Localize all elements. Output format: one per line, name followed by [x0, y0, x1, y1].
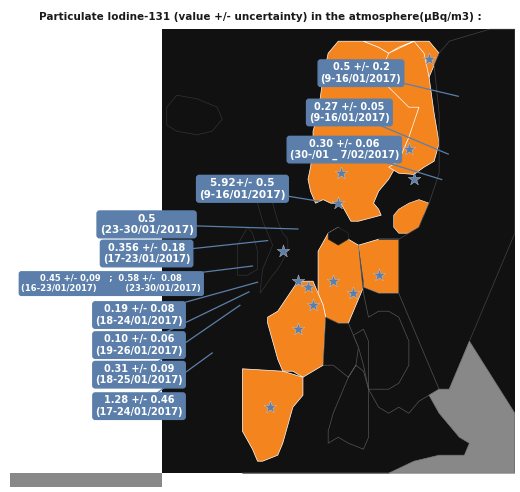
- Text: 1.28 +/- 0.46
(17-24/01/2017): 1.28 +/- 0.46 (17-24/01/2017): [95, 396, 183, 417]
- Point: [309, 301, 317, 309]
- Polygon shape: [328, 227, 348, 245]
- Text: 0.45 +/- 0,09   ;  0.58 +/-  0.08
(16-23/01/2017)          (23-30/01/2017): 0.45 +/- 0,09 ; 0.58 +/- 0.08 (16-23/01/…: [21, 274, 201, 293]
- Point: [334, 199, 342, 207]
- Bar: [162, 29, 515, 473]
- Text: 0.27 +/- 0.05
(9-16/01/2017): 0.27 +/- 0.05 (9-16/01/2017): [309, 102, 389, 123]
- Polygon shape: [358, 239, 409, 293]
- Text: 5.92+/- 0.5
(9-16/01/2017): 5.92+/- 0.5 (9-16/01/2017): [199, 178, 285, 200]
- Point: [336, 169, 345, 177]
- Polygon shape: [323, 317, 369, 449]
- Point: [425, 55, 433, 63]
- Text: 0.5
(23-30/01/2017): 0.5 (23-30/01/2017): [100, 214, 193, 235]
- Polygon shape: [242, 369, 303, 461]
- Polygon shape: [257, 191, 288, 293]
- Point: [329, 277, 337, 285]
- Text: 0.30 +/- 0.06
(30-/01 _ 7/02/2017): 0.30 +/- 0.06 (30-/01 _ 7/02/2017): [290, 139, 399, 160]
- Point: [304, 283, 312, 291]
- Text: 0.356 +/- 0.18
(17-23/01/2017): 0.356 +/- 0.18 (17-23/01/2017): [103, 243, 190, 264]
- Point: [279, 247, 287, 255]
- Text: Particulate Iodine-131 (value +/- uncertainty) in the atmosphere(μBq/m3) :: Particulate Iodine-131 (value +/- uncert…: [38, 12, 482, 22]
- Point: [410, 175, 418, 183]
- Point: [349, 289, 358, 297]
- Bar: [10, 473, 162, 487]
- Polygon shape: [363, 41, 439, 175]
- Polygon shape: [354, 215, 439, 413]
- Text: 0.10 +/- 0.06
(19-26/01/2017): 0.10 +/- 0.06 (19-26/01/2017): [95, 334, 183, 356]
- Polygon shape: [237, 227, 257, 275]
- Polygon shape: [394, 200, 429, 233]
- Point: [374, 271, 383, 279]
- Text: 0.5 +/- 0.2
(9-16/01/2017): 0.5 +/- 0.2 (9-16/01/2017): [321, 62, 401, 84]
- Text: 0.31 +/- 0.09
(18-25/01/2017): 0.31 +/- 0.09 (18-25/01/2017): [95, 364, 183, 386]
- Text: 0.19 +/- 0.08
(18-24/01/2017): 0.19 +/- 0.08 (18-24/01/2017): [95, 304, 183, 326]
- Point: [294, 277, 302, 285]
- Polygon shape: [268, 281, 326, 377]
- Polygon shape: [318, 227, 363, 323]
- Polygon shape: [308, 41, 439, 221]
- Polygon shape: [167, 95, 222, 135]
- Point: [405, 145, 413, 153]
- Polygon shape: [242, 341, 515, 473]
- Polygon shape: [379, 29, 515, 389]
- Point: [294, 325, 302, 333]
- Point: [266, 403, 275, 411]
